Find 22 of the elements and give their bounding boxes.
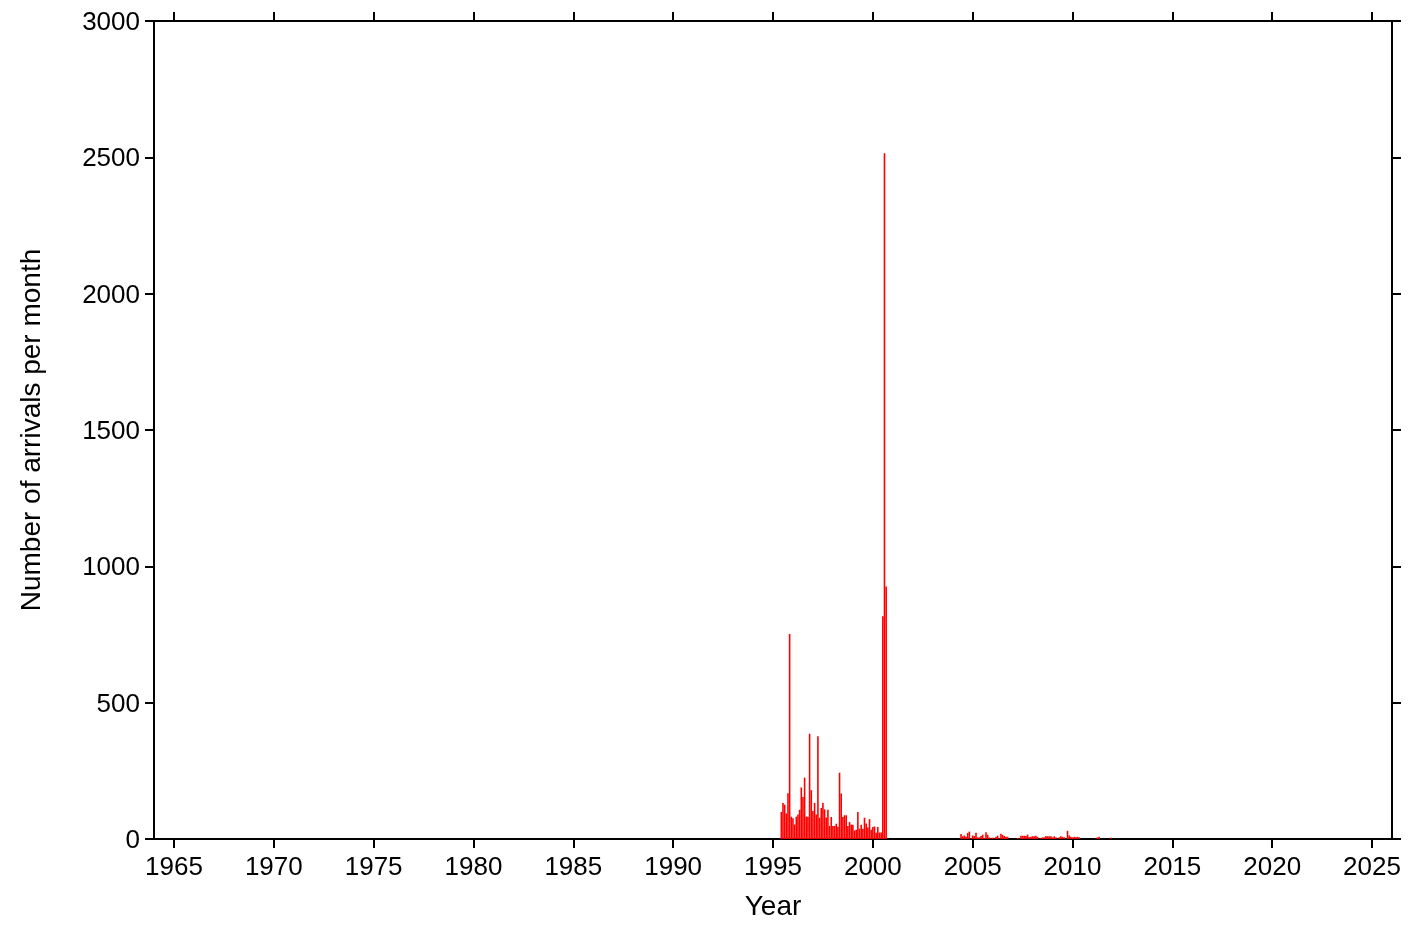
x-axis-title: Year: [744, 889, 802, 921]
x-tick-label: 2000: [843, 851, 902, 881]
x-tick-label: 1975: [344, 851, 403, 881]
y-tick-label: 1500: [82, 415, 140, 445]
x-tick-label: 1965: [145, 851, 203, 881]
x-tick-label: 2005: [943, 851, 1002, 881]
y-axis-title: Number of arrivals per month: [14, 248, 46, 612]
y-tick-label: 1000: [82, 551, 140, 582]
x-tick-label: 1985: [544, 851, 603, 881]
x-tick-label: 1980: [444, 851, 503, 881]
y-tick-label: 2000: [82, 278, 140, 309]
x-tick-label: 1990: [644, 851, 703, 881]
x-tick-label: 2010: [1043, 851, 1102, 881]
y-tick-label: 0: [125, 824, 140, 854]
x-tick-label: 1970: [244, 851, 303, 881]
x-tick-label: 1995: [744, 851, 802, 881]
y-tick-label: 2500: [82, 142, 140, 173]
y-tick-label: 500: [96, 687, 140, 718]
x-tick-label: 2020: [1243, 851, 1302, 881]
y-tick-label: 3000: [82, 6, 140, 36]
x-tick-label: 2025: [1343, 851, 1401, 881]
x-tick-label: 2015: [1143, 851, 1202, 881]
